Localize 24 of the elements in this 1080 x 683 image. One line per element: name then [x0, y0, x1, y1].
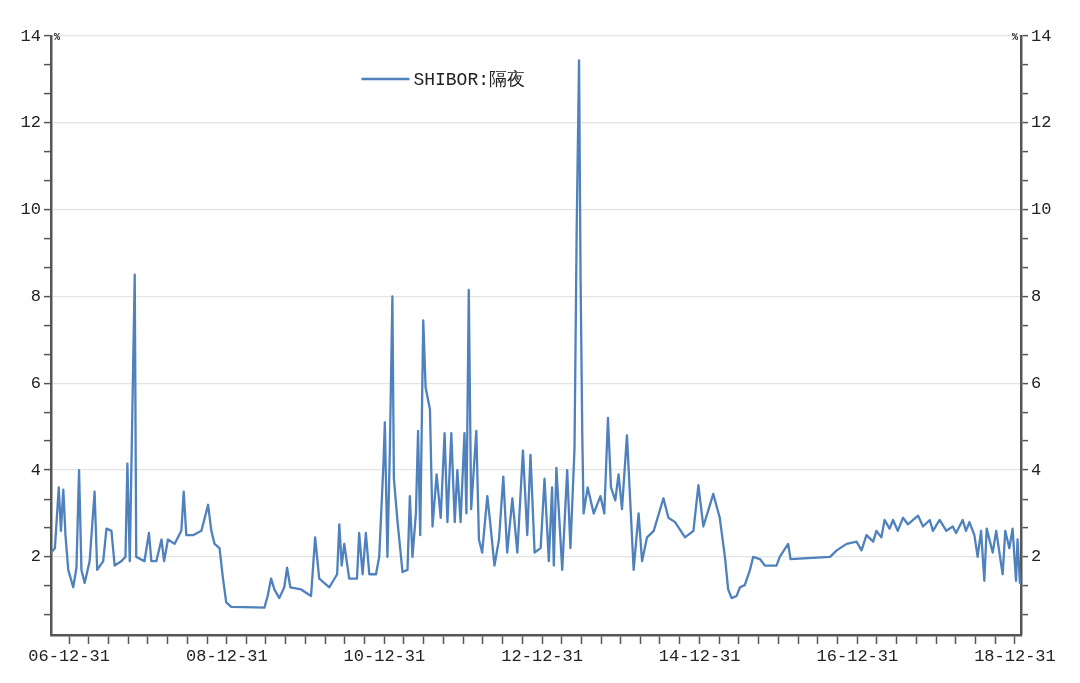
- y2-tick-label: 14: [1031, 26, 1052, 46]
- y-tick-label: 14: [20, 26, 41, 46]
- y2-tick-label: 4: [1031, 460, 1042, 480]
- y2-axis-title: %: [1011, 31, 1018, 43]
- y-tick-label: 8: [30, 286, 41, 306]
- y2-tick-label: 6: [1031, 373, 1042, 393]
- x-tick-label: 18-12-31: [974, 646, 1056, 666]
- y-axis-title: %: [54, 31, 61, 43]
- x-tick-label: 12-12-31: [501, 646, 583, 666]
- y-tick-label: 2: [30, 547, 41, 567]
- y-tick-label: 12: [20, 113, 41, 133]
- y2-tick-label: 12: [1031, 113, 1052, 133]
- y2-tick-label: 2: [1031, 547, 1042, 567]
- y2-tick-label: 10: [1031, 200, 1052, 220]
- y-tick-label: 10: [20, 200, 41, 220]
- x-tick-label: 06-12-31: [28, 646, 110, 666]
- legend-label: SHIBOR:隔夜: [413, 68, 526, 90]
- x-tick-label: 08-12-31: [186, 646, 268, 666]
- x-tick-label: 14-12-31: [658, 646, 741, 666]
- x-tick-label: 16-12-31: [816, 646, 899, 666]
- y2-tick-label: 8: [1031, 286, 1042, 306]
- x-tick-label: 10-12-31: [343, 646, 426, 666]
- y-tick-label: 6: [30, 373, 41, 393]
- y-tick-label: 4: [30, 460, 41, 480]
